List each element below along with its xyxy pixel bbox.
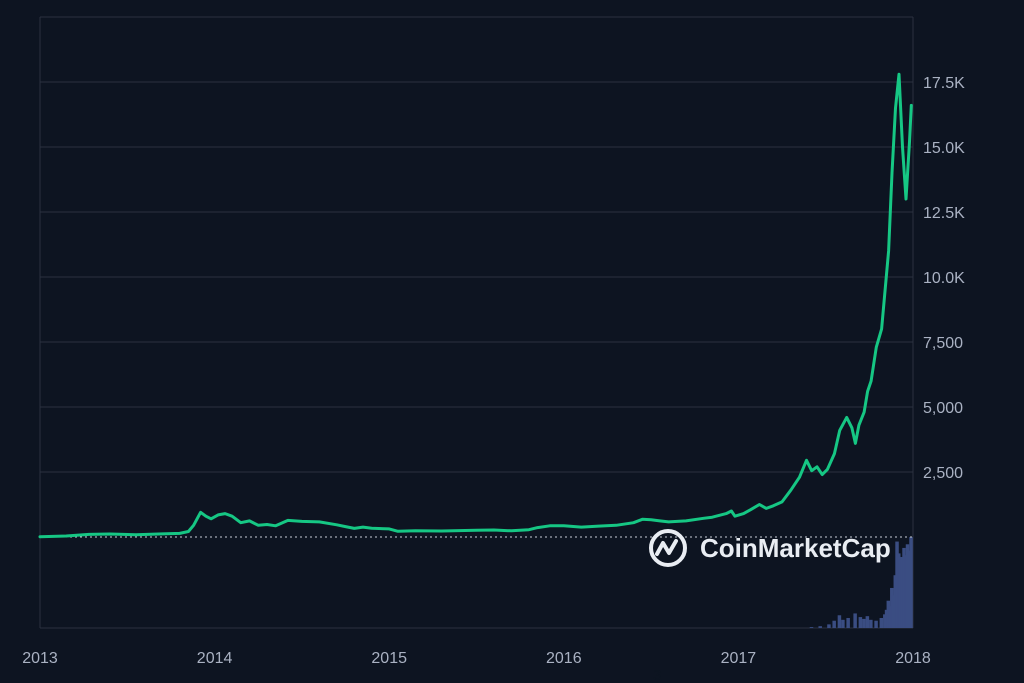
y-axis-ticks: 2,500 5,000 7,500 10.0K 12.5K 15.0K 17.5K [923, 75, 965, 482]
volume-bar-11 [869, 619, 873, 628]
volume-bar-5 [841, 619, 845, 628]
grid [39, 16, 914, 629]
x-tick-label-4: 2017 [721, 650, 757, 667]
coinmarketcap-watermark: CoinMarketCap [649, 529, 891, 567]
y-tick-label-1: 5,000 [923, 400, 963, 417]
x-tick-label-5: 2018 [895, 650, 931, 667]
volume-bar-9 [862, 618, 866, 628]
x-tick-label-1: 2014 [197, 650, 233, 667]
y-tick-label-0: 2,500 [923, 465, 963, 482]
x-tick-label-2: 2015 [371, 650, 407, 667]
x-tick-label-3: 2016 [546, 650, 582, 667]
volume-bar-1 [818, 626, 822, 628]
volume-bar-29 [909, 537, 913, 628]
brand-name: CoinMarketCap [700, 533, 891, 563]
volume-bar-2 [827, 624, 831, 628]
y-tick-label-4: 12.5K [923, 205, 965, 222]
volume-bar-8 [858, 617, 863, 628]
x-axis-ticks: 2013 2014 2015 2016 2017 2018 [22, 650, 931, 667]
volume-bar-6 [846, 617, 850, 628]
price-series [38, 72, 913, 539]
y-tick-label-5: 15.0K [923, 140, 965, 157]
volume-bar-0 [809, 627, 814, 628]
x-tick-label-0: 2013 [22, 650, 58, 667]
volume-bar-10 [865, 616, 870, 628]
y-tick-label-6: 17.5K [923, 75, 965, 92]
coinmarketcap-logo-icon [649, 529, 687, 567]
volume-bar-4 [837, 615, 842, 628]
price-line-series-0 [38, 72, 913, 539]
volume-bar-13 [879, 617, 884, 628]
volume-bar-7 [853, 613, 857, 628]
volume-bars [809, 537, 913, 628]
y-tick-label-3: 10.0K [923, 270, 965, 287]
y-tick-label-2: 7,500 [923, 335, 963, 352]
volume-bar-12 [874, 620, 878, 628]
volume-bar-3 [832, 620, 836, 628]
page-number: 3 [653, 667, 661, 683]
